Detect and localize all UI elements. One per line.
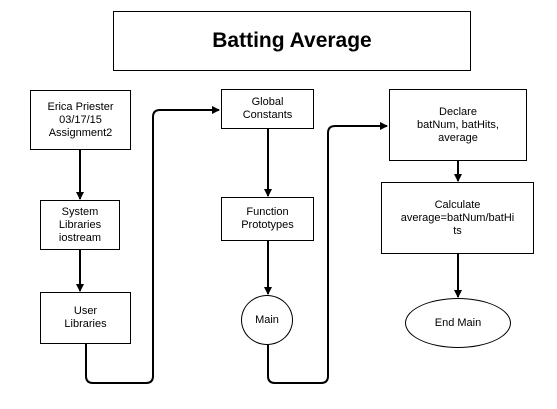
user-libraries-box: User Libraries [40,292,131,344]
author-box: Erica Priester 03/17/15 Assignment2 [30,90,131,150]
arrow-main-to-declare [267,122,388,384]
declare-box: Declare batNum, batHits, average [389,89,527,161]
system-libraries-box: System Libraries iostream [40,200,120,250]
main-circle: Main [241,295,293,345]
global-constants-box: Global Constants [221,89,314,129]
end-main-oval: End Main [405,298,511,348]
diagram-title: Batting Average [113,11,471,71]
arrow-user-libraries-to-global-constants [85,106,220,384]
function-prototypes-box: Function Prototypes [221,197,314,241]
calculate-box: Calculate average=batNum/batHi ts [381,182,534,254]
